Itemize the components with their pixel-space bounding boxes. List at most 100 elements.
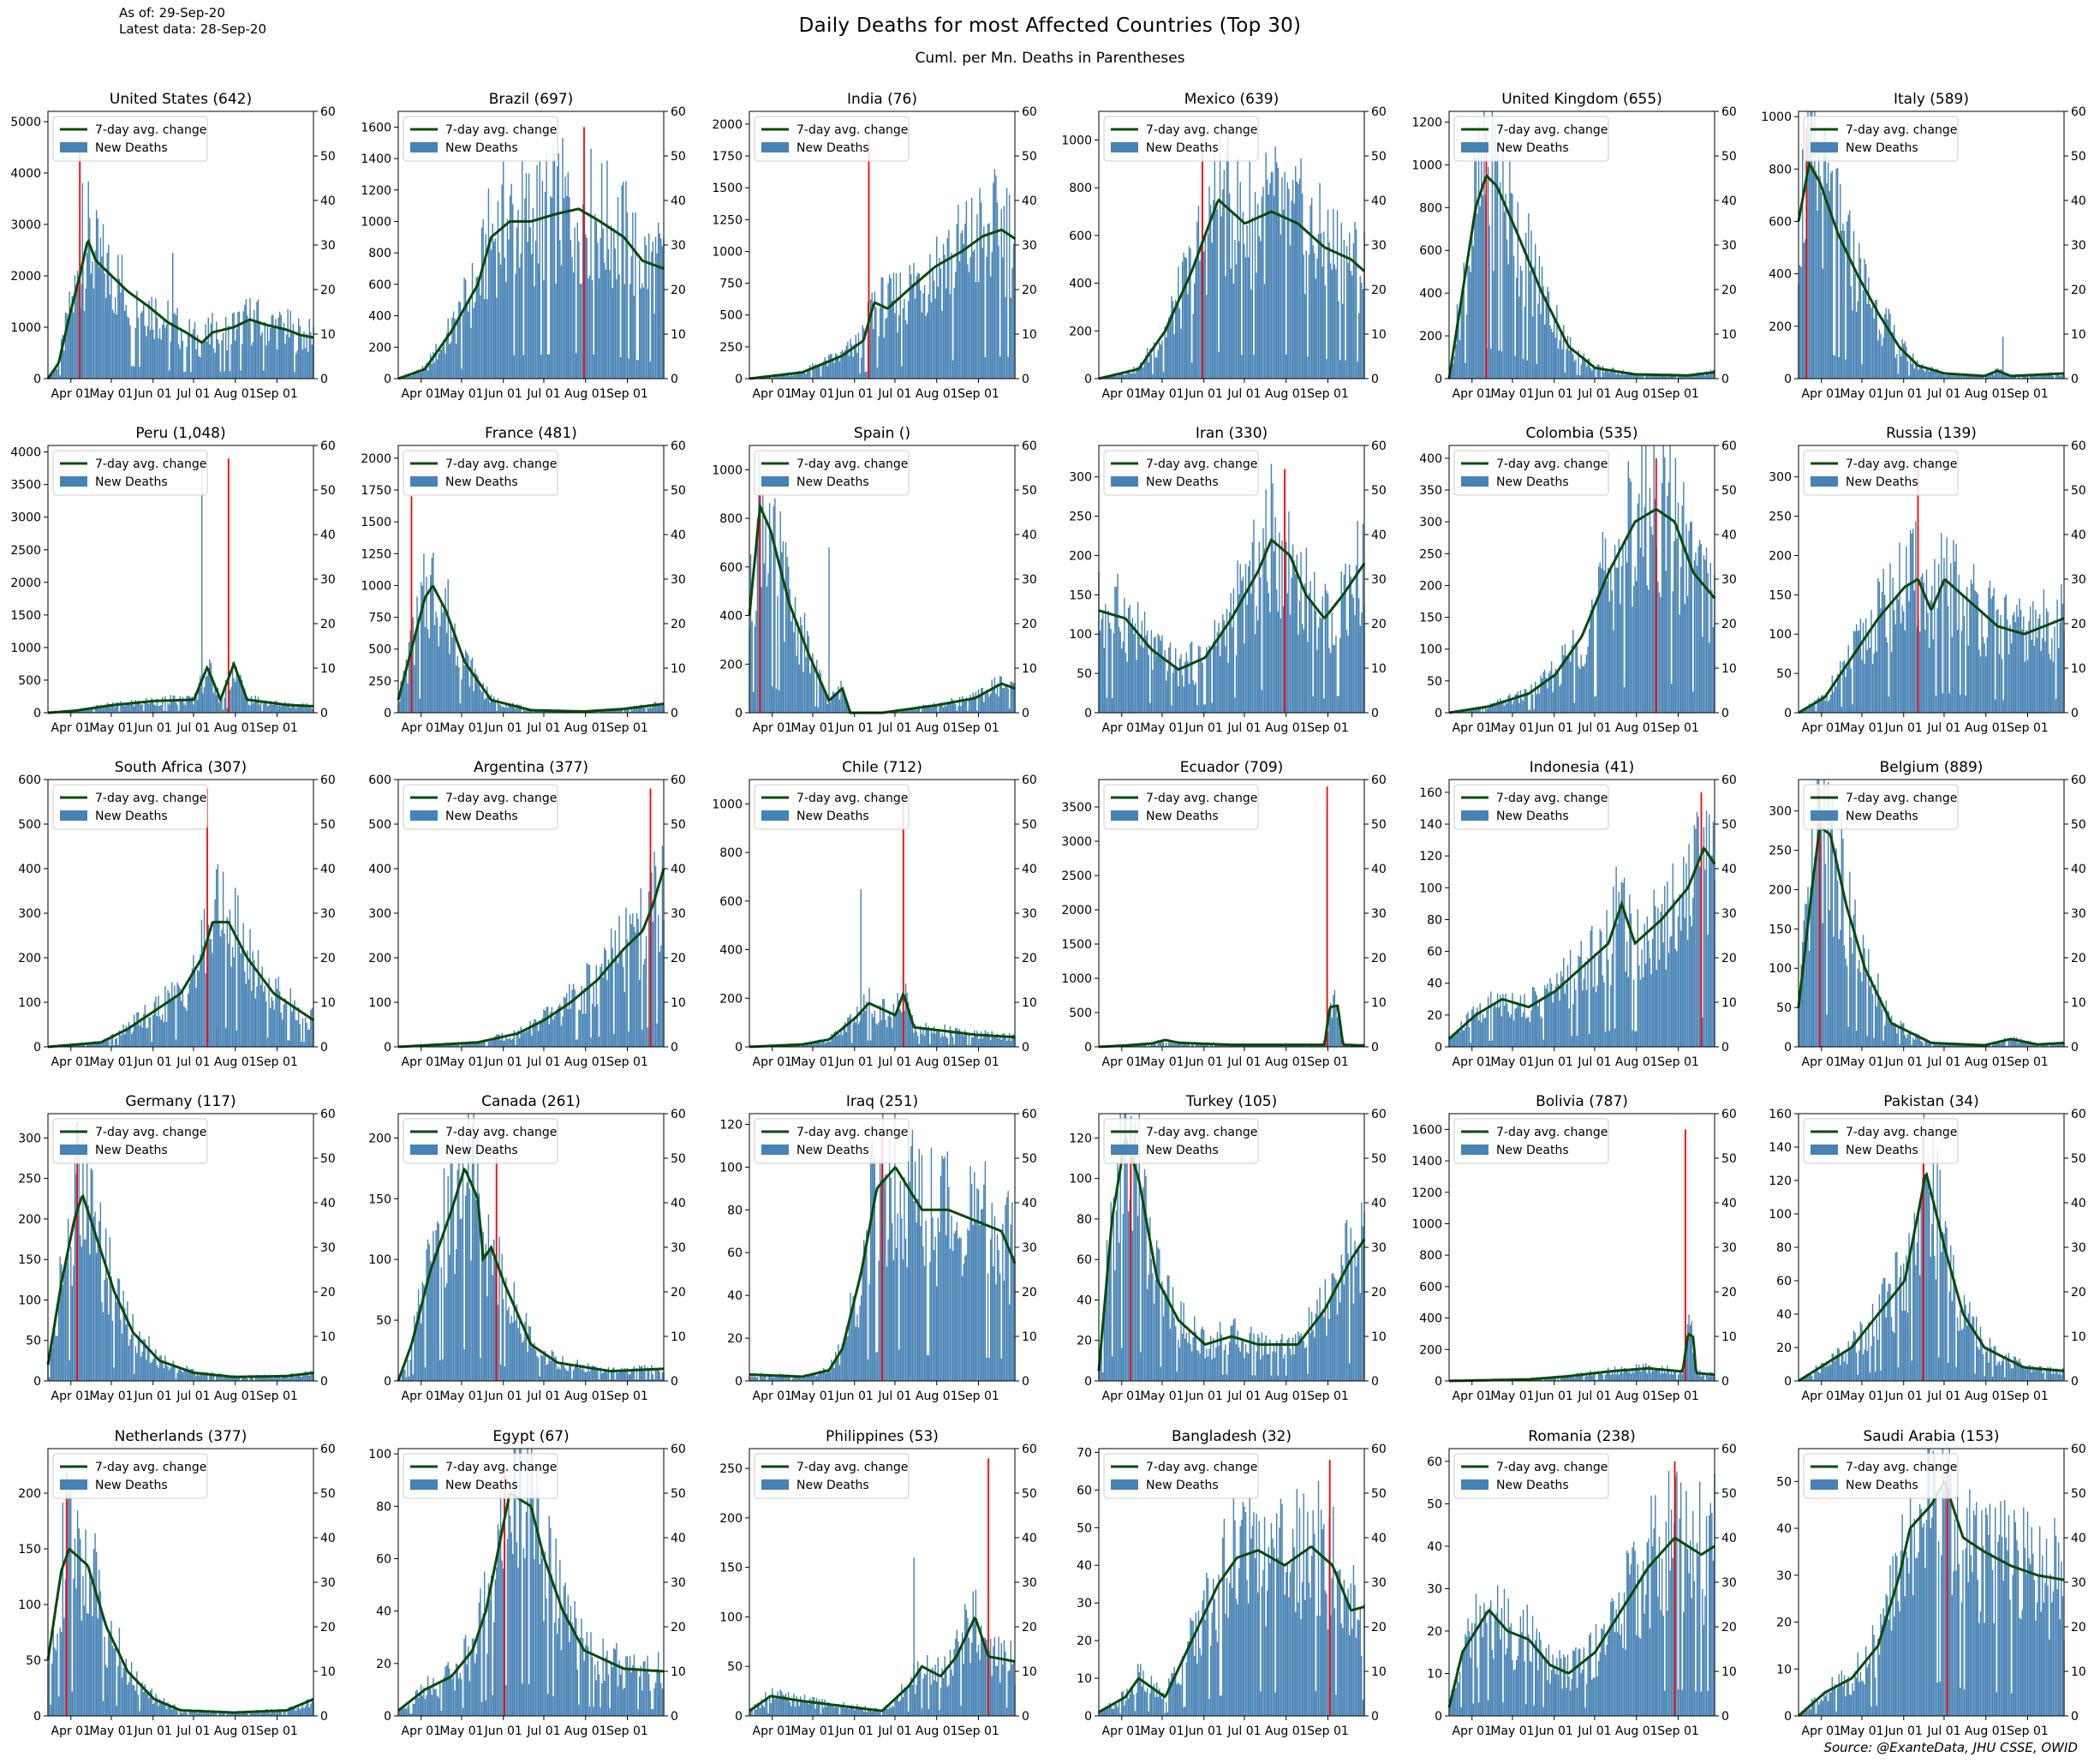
daily-bar bbox=[993, 1037, 996, 1047]
daily-bar bbox=[911, 1015, 914, 1047]
daily-bar bbox=[238, 1375, 241, 1381]
y2-tick-label: 60 bbox=[1022, 774, 1037, 787]
daily-bar bbox=[1110, 629, 1112, 713]
daily-bar bbox=[1479, 708, 1481, 713]
daily-bar bbox=[505, 1277, 507, 1381]
daily-bar bbox=[651, 251, 653, 379]
daily-bar bbox=[167, 702, 169, 713]
daily-bar bbox=[294, 371, 295, 379]
daily-bar bbox=[143, 1013, 145, 1047]
daily-bar bbox=[1916, 360, 1918, 379]
daily-bar bbox=[104, 297, 107, 379]
daily-bar bbox=[1465, 1014, 1468, 1047]
daily-bar bbox=[1002, 688, 1004, 713]
daily-bar bbox=[1359, 625, 1361, 713]
y-tick-label: 1400 bbox=[361, 152, 391, 166]
daily-bar bbox=[1833, 691, 1835, 713]
daily-bar bbox=[1190, 641, 1193, 713]
daily-bar bbox=[537, 263, 540, 379]
y2-tick-label: 30 bbox=[2071, 573, 2086, 587]
daily-bar bbox=[464, 649, 467, 713]
daily-bar bbox=[977, 281, 980, 379]
daily-bar bbox=[1515, 694, 1518, 713]
daily-bar bbox=[1155, 655, 1158, 713]
daily-bar bbox=[537, 1358, 540, 1381]
daily-bar bbox=[506, 1310, 509, 1381]
daily-bar bbox=[2031, 639, 2032, 713]
daily-bar bbox=[478, 278, 480, 379]
daily-bar bbox=[2016, 1037, 2018, 1047]
daily-bar bbox=[1197, 206, 1200, 379]
daily-bar bbox=[424, 1367, 427, 1381]
daily-bar bbox=[275, 700, 277, 713]
daily-bar bbox=[1908, 601, 1910, 713]
daily-bar bbox=[111, 1320, 114, 1381]
daily-bar bbox=[1580, 941, 1582, 1047]
y2-tick-label: 10 bbox=[1721, 996, 1737, 1010]
daily-bar bbox=[967, 1044, 969, 1047]
daily-bar bbox=[956, 711, 958, 713]
daily-bar bbox=[89, 1043, 91, 1047]
daily-bar bbox=[1665, 571, 1667, 713]
daily-bar bbox=[1679, 374, 1682, 379]
daily-bar bbox=[139, 367, 140, 379]
daily-bar bbox=[143, 302, 145, 379]
daily-bar bbox=[310, 332, 312, 379]
daily-bar bbox=[1352, 597, 1355, 713]
daily-bar bbox=[1568, 350, 1570, 379]
daily-bar bbox=[1664, 457, 1666, 713]
daily-bar bbox=[210, 323, 212, 379]
daily-bar bbox=[1912, 353, 1914, 379]
daily-bar bbox=[1888, 696, 1890, 713]
daily-bar bbox=[202, 693, 204, 713]
daily-bar bbox=[194, 693, 196, 713]
daily-bar bbox=[1615, 374, 1617, 379]
daily-bar bbox=[1213, 641, 1214, 713]
daily-bar bbox=[1154, 357, 1156, 379]
daily-bar bbox=[1548, 673, 1550, 713]
daily-bar bbox=[805, 1043, 807, 1047]
daily-bar bbox=[260, 700, 262, 713]
daily-bar bbox=[280, 706, 282, 713]
daily-bar bbox=[841, 1035, 844, 1047]
daily-bar bbox=[1196, 221, 1198, 379]
daily-bar bbox=[2033, 645, 2036, 713]
daily-bar bbox=[1906, 1034, 1909, 1047]
daily-bar bbox=[1260, 1045, 1262, 1047]
daily-bar bbox=[137, 317, 140, 379]
daily-bar bbox=[1237, 1045, 1238, 1047]
y2-tick-label: 40 bbox=[1022, 194, 1037, 208]
daily-bar bbox=[1707, 572, 1709, 713]
daily-bar bbox=[1500, 702, 1503, 713]
daily-bar bbox=[2045, 374, 2048, 379]
daily-bar bbox=[928, 1025, 929, 1047]
daily-bar bbox=[1817, 696, 1820, 713]
daily-bar bbox=[151, 296, 152, 379]
daily-bar bbox=[528, 709, 530, 713]
daily-bar bbox=[233, 312, 235, 379]
panel-16: Indonesia (41)02040608010012014016001020… bbox=[1419, 759, 1737, 1069]
daily-bar bbox=[1855, 311, 1858, 379]
y2-tick-label: 50 bbox=[1371, 484, 1387, 498]
daily-bar bbox=[934, 298, 936, 379]
daily-bar bbox=[1542, 286, 1544, 379]
y2-tick-label: 20 bbox=[320, 1286, 336, 1300]
daily-bar bbox=[558, 1366, 559, 1381]
daily-bar bbox=[1657, 907, 1659, 1047]
daily-bar bbox=[1171, 296, 1172, 379]
daily-bar bbox=[1648, 589, 1650, 713]
y-tick-label: 400 bbox=[18, 863, 41, 876]
daily-bar bbox=[1150, 630, 1153, 713]
daily-bar bbox=[1563, 958, 1565, 1047]
daily-bar bbox=[999, 676, 1001, 713]
daily-bar bbox=[1956, 1043, 1959, 1047]
daily-bar bbox=[598, 278, 600, 379]
daily-bar bbox=[480, 691, 483, 713]
daily-bar bbox=[638, 707, 641, 713]
daily-bar bbox=[210, 939, 212, 1047]
daily-bar bbox=[659, 952, 660, 1047]
daily-bar bbox=[970, 198, 973, 379]
daily-bar bbox=[1305, 547, 1308, 713]
daily-bar bbox=[228, 325, 230, 379]
